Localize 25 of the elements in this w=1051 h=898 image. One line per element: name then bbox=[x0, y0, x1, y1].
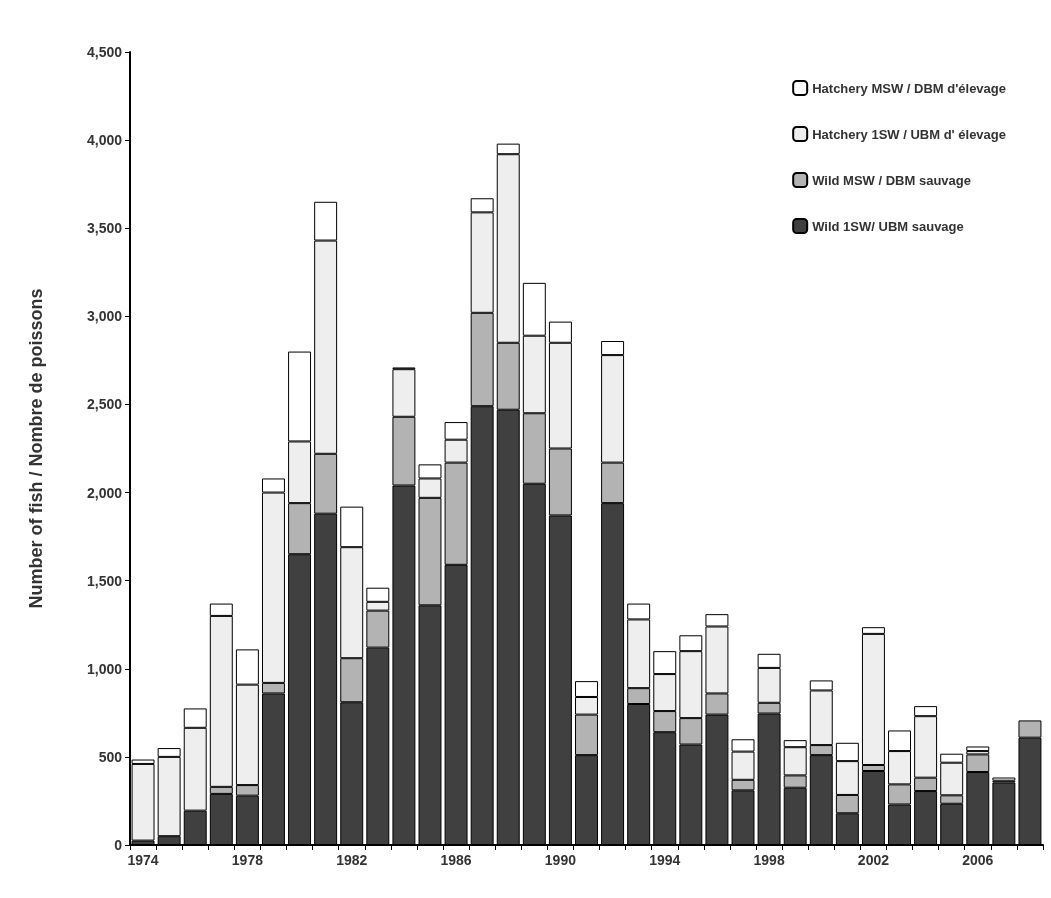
y-tick-label: 0 bbox=[114, 837, 123, 853]
y-tick-label: 3,000 bbox=[86, 308, 123, 325]
x-tick-label: 1982 bbox=[336, 852, 368, 868]
y-tick-label: 1,000 bbox=[86, 660, 123, 677]
y-tick-label: 4,000 bbox=[86, 132, 123, 149]
x-tick-label: 1986 bbox=[440, 852, 472, 868]
legend-label: Wild 1SW/ UBM sauvage bbox=[812, 218, 964, 234]
x-tick-label: 1998 bbox=[753, 852, 785, 868]
x-tick-label: 1994 bbox=[649, 852, 681, 868]
x-tick-label: 1990 bbox=[544, 852, 577, 868]
legend-label: Hatchery MSW / DBM d'élevage bbox=[812, 80, 1006, 96]
y-tick-label: 2,500 bbox=[86, 396, 123, 413]
y-tick-label: 500 bbox=[98, 748, 123, 765]
legend-label: Hatchery 1SW / UBM d' élevage bbox=[812, 126, 1007, 142]
y-axis-title: Number of fish / Nombre de poissons bbox=[26, 288, 46, 609]
x-tick-label: 1978 bbox=[231, 852, 264, 868]
y-tick-label: 2,000 bbox=[86, 484, 123, 501]
bar bbox=[966, 746, 990, 752]
x-tick-label: 2006 bbox=[962, 852, 994, 868]
legend-label: Wild MSW / DBM sauvage bbox=[812, 172, 971, 188]
x-tick-label: 2002 bbox=[857, 852, 890, 868]
y-tick-label: 4,500 bbox=[86, 44, 123, 60]
x-tick-label: 1974 bbox=[127, 852, 159, 868]
y-tick-label: 1,500 bbox=[86, 572, 123, 589]
y-tick-label: 3,500 bbox=[86, 220, 123, 237]
